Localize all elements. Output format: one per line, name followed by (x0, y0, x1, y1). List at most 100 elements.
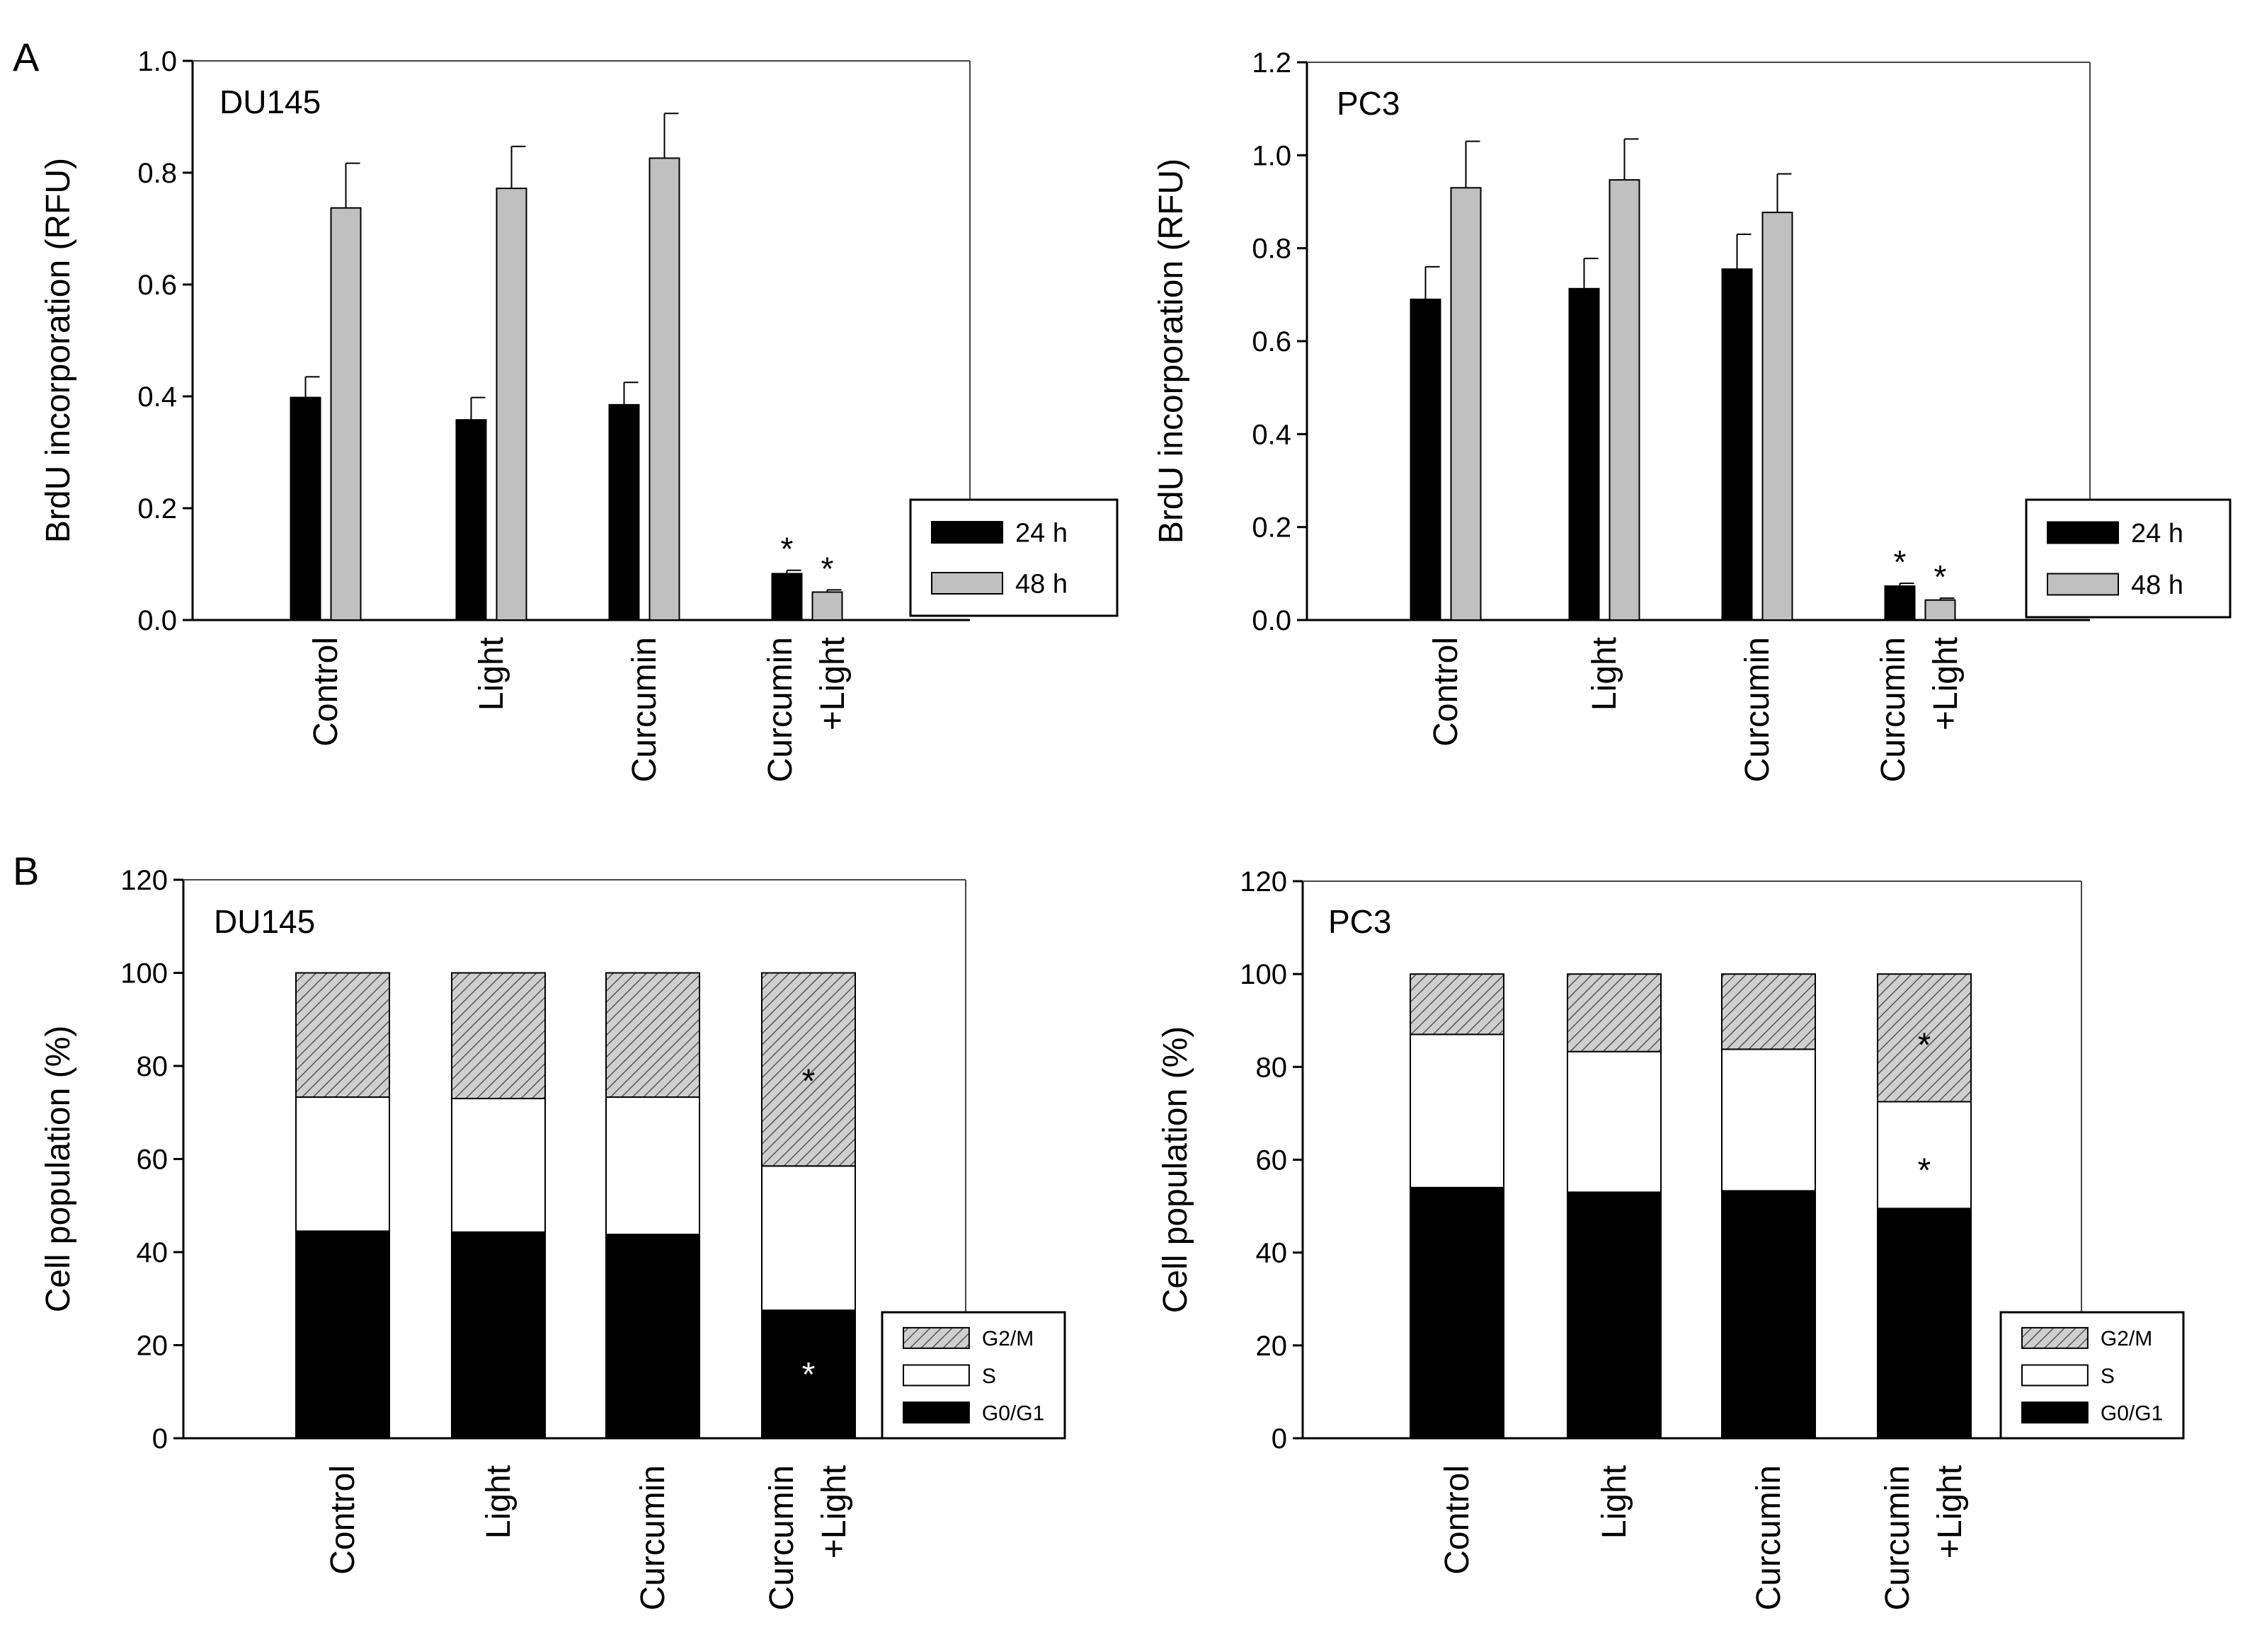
stacked-segment (761, 1309, 856, 1439)
y-tick-label: 60 (137, 1145, 168, 1176)
y-tick-label: 100 (120, 958, 168, 990)
stacked-segment (761, 972, 856, 1167)
stacked-segment (451, 972, 546, 1100)
stacked-segment (1721, 1190, 1816, 1439)
y-tick-label: 0.6 (1252, 326, 1291, 357)
chart-du145-brdu: 0.0 0.2 0.4 0.6 0.8 1.0 DU145 BrdU incorporatio… (40, 46, 1119, 782)
y-tick-label: 1.2 (1252, 47, 1291, 79)
stacked-segment (1567, 973, 1662, 1052)
y-tick-label: 80 (137, 1051, 168, 1082)
legend-label: 24 h (1015, 519, 1068, 549)
bar (1568, 287, 1600, 621)
category-label: +Light (814, 637, 852, 730)
stacked-segment (1877, 973, 1972, 1103)
category-label: +Light (1931, 1465, 1969, 1559)
y-axis-label: Cell population (%) (1157, 1026, 1194, 1314)
y-tick-label: 0 (152, 1423, 168, 1455)
legend-swatch (2021, 1326, 2089, 1349)
category-label: Control (1427, 637, 1465, 747)
y-axis-label: BrdU incorporation (RFU) (1153, 159, 1190, 544)
panel-label-a: A (13, 35, 40, 79)
y-tick-label: 20 (137, 1331, 168, 1362)
stacked-segment (451, 1098, 546, 1233)
y-tick-label: 0.4 (137, 382, 177, 413)
stacked-segment (451, 1231, 546, 1440)
stacked-segment (761, 1165, 856, 1312)
y-tick-label: 0 (1272, 1423, 1287, 1455)
chart-title: DU145 (214, 903, 315, 940)
bar (811, 591, 843, 621)
category-label: Control (324, 1465, 362, 1575)
bar (290, 396, 321, 621)
category-label: Light (473, 637, 510, 711)
stacked-segment (605, 1096, 700, 1236)
legend-swatch (2021, 1401, 2089, 1424)
significance-marker: * (1894, 544, 1907, 580)
y-tick-label: 40 (1256, 1238, 1288, 1269)
stacked-segment (295, 1096, 390, 1232)
bar (330, 207, 362, 621)
stacked-segment (1567, 1191, 1662, 1439)
legend-label: G2/M (2101, 1327, 2152, 1350)
legend-label: G0/G1 (982, 1401, 1044, 1425)
significance-marker: * (1934, 558, 1947, 595)
legend-swatch (2021, 1364, 2089, 1387)
stacked-segment (1721, 973, 1816, 1050)
legend-label: 24 h (2131, 519, 2183, 549)
category-label: Curcumin (1739, 637, 1776, 782)
category-label: Curcumin (1879, 1465, 1916, 1610)
stacked-segment (1410, 1033, 1504, 1188)
category-label: Control (1439, 1465, 1476, 1575)
category-label: Curcumin (626, 637, 663, 782)
y-tick-label: 1.0 (1252, 140, 1291, 171)
chart-pc3-cell-cycle: 0 20 40 60 80 100 120 PC3 Cell population (%) Con… (1157, 866, 2185, 1610)
stacked-segment (1410, 973, 1504, 1036)
legend-label: S (2101, 1365, 2115, 1388)
significance-marker: * (802, 1356, 816, 1394)
y-tick-label: 0.0 (137, 605, 177, 636)
category-label: Curcumin (634, 1465, 672, 1610)
category-label: +Light (1927, 637, 1965, 730)
y-tick-label: 0.4 (1252, 419, 1291, 450)
category-label: Light (1596, 1465, 1633, 1539)
y-tick-label: 0.8 (1252, 234, 1291, 265)
significance-marker: * (802, 1063, 816, 1101)
panel-label-b: B (13, 849, 39, 893)
bar (1609, 179, 1640, 621)
category-label: +Light (816, 1465, 853, 1559)
legend-label: G2/M (982, 1327, 1034, 1350)
significance-marker: * (821, 550, 834, 587)
legend-swatch (903, 1364, 970, 1387)
bar (1924, 599, 1956, 621)
y-tick-label: 0.2 (1252, 512, 1291, 544)
category-label: Curcumin (1875, 637, 1912, 782)
y-tick-label: 60 (1256, 1145, 1288, 1176)
stacked-segment (1410, 1186, 1504, 1439)
stacked-segment (295, 1230, 390, 1439)
bar (496, 188, 527, 621)
category-label: Light (1586, 637, 1623, 711)
legend-swatch (903, 1326, 970, 1349)
stacked-segment (605, 1234, 700, 1439)
chart-pc3-brdu: 0.0 0.2 0.4 0.6 0.8 1.0 1.2 PC3 BrdU incorporati… (1153, 47, 2232, 782)
significance-marker: * (1918, 1152, 1931, 1190)
chart-du145-cell-cycle: 0 20 40 60 80 100 120 DU145 Cell population (%) C… (40, 865, 1066, 1610)
bar (649, 157, 680, 621)
stacked-segment (1721, 1048, 1816, 1192)
y-tick-label: 0.8 (137, 158, 177, 189)
y-tick-label: 1.0 (137, 46, 177, 77)
y-tick-label: 120 (1240, 866, 1287, 897)
bar (1761, 212, 1793, 621)
y-tick-label: 20 (1256, 1331, 1288, 1362)
bar (771, 573, 803, 621)
y-axis-label: BrdU incorporation (RFU) (40, 158, 77, 543)
bar (455, 419, 487, 621)
bar (1721, 268, 1753, 621)
bar (1884, 585, 1916, 621)
category-label: Light (480, 1465, 518, 1539)
chart-title: PC3 (1337, 85, 1400, 122)
legend-box (2025, 498, 2232, 619)
stacked-segment (1877, 1208, 1972, 1440)
category-label: Curcumin (763, 1465, 801, 1610)
legend-swatch (903, 1401, 970, 1424)
